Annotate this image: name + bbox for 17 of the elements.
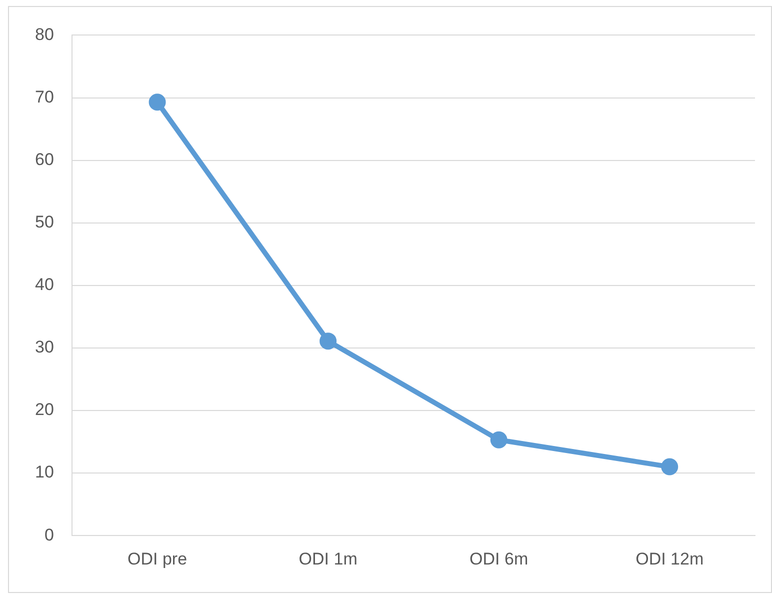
x-tick-label: ODI 1m xyxy=(298,549,358,568)
point xyxy=(661,458,678,476)
point xyxy=(320,332,337,350)
y-tick-label: 70 xyxy=(34,87,54,106)
x-tick-label: ODI 6m xyxy=(470,549,528,568)
y-tick-label: 60 xyxy=(34,150,54,169)
point xyxy=(148,94,166,111)
y-tick-label: 0 xyxy=(44,525,54,544)
y-tick-label: 40 xyxy=(34,275,54,294)
y-tick-label: 20 xyxy=(34,400,54,420)
x-tick-label: ODI 12m xyxy=(636,549,704,568)
y-tick-label: 10 xyxy=(34,462,54,482)
y-tick-label: 50 xyxy=(34,212,54,232)
x-tick-label: ODI pre xyxy=(128,549,188,568)
y-tick-label: 30 xyxy=(34,338,54,357)
point xyxy=(490,431,508,448)
y-tick-label: 80 xyxy=(34,24,54,44)
